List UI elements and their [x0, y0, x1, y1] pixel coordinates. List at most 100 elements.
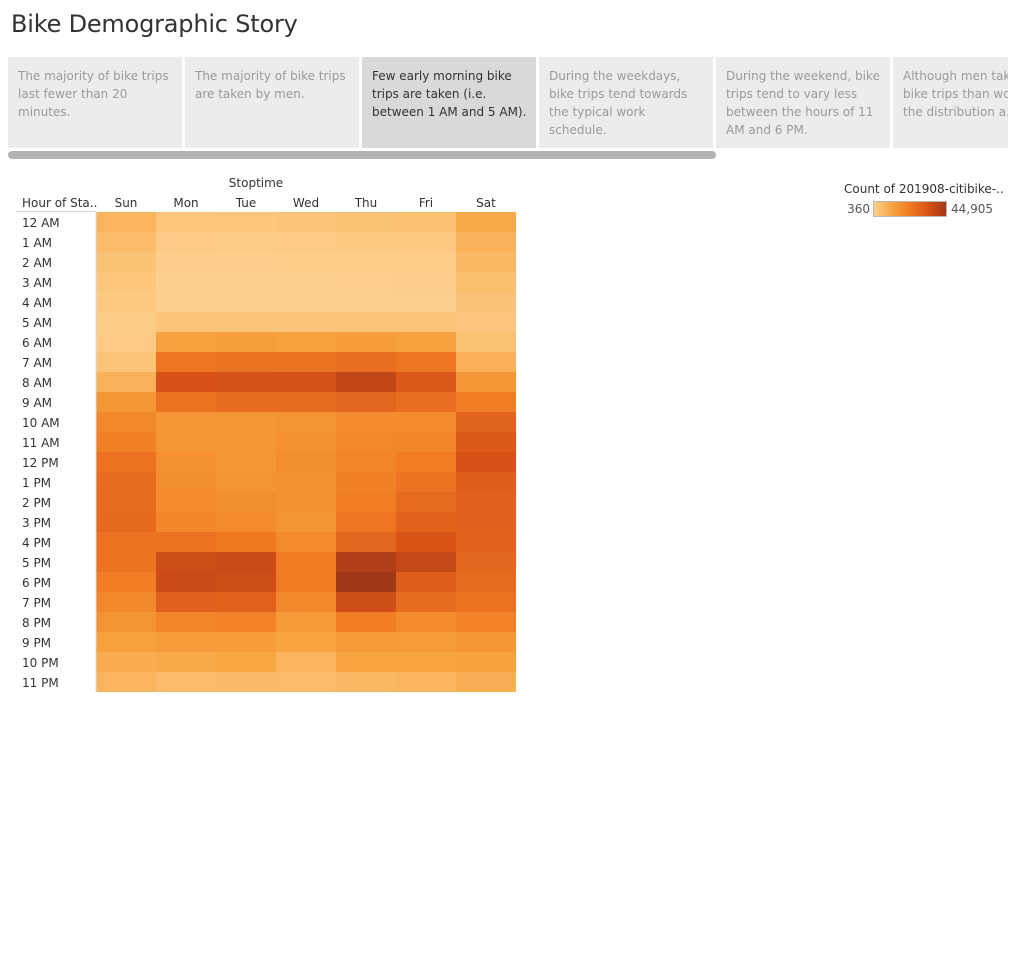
heatmap-cell[interactable] — [336, 312, 396, 332]
story-point-6[interactable]: Although men take more bike trips than w… — [893, 57, 1008, 148]
heatmap-cell[interactable] — [276, 372, 336, 392]
heatmap-cell[interactable] — [156, 212, 216, 232]
heatmap-cell[interactable] — [96, 412, 156, 432]
heatmap-cell[interactable] — [456, 532, 516, 552]
heatmap-cell[interactable] — [96, 532, 156, 552]
heatmap-cell[interactable] — [396, 492, 456, 512]
heatmap-cell[interactable] — [96, 612, 156, 632]
heatmap-cell[interactable] — [336, 592, 396, 612]
heatmap-cell[interactable] — [336, 412, 396, 432]
heatmap-cell[interactable] — [396, 232, 456, 252]
story-point-5[interactable]: During the weekend, bike trips tend to v… — [716, 57, 890, 148]
heatmap-cell[interactable] — [216, 572, 276, 592]
heatmap-cell[interactable] — [396, 552, 456, 572]
heatmap-cell[interactable] — [216, 652, 276, 672]
heatmap-cell[interactable] — [276, 272, 336, 292]
heatmap-cell[interactable] — [456, 412, 516, 432]
heatmap-cell[interactable] — [456, 432, 516, 452]
heatmap-cell[interactable] — [156, 572, 216, 592]
heatmap-cell[interactable] — [96, 232, 156, 252]
story-nav-scrollbar[interactable] — [8, 151, 716, 159]
heatmap-cell[interactable] — [156, 392, 216, 412]
heatmap-cell[interactable] — [456, 572, 516, 592]
heatmap-cell[interactable] — [276, 212, 336, 232]
heatmap-cell[interactable] — [396, 252, 456, 272]
heatmap-cell[interactable] — [216, 212, 276, 232]
heatmap-cell[interactable] — [456, 232, 516, 252]
heatmap-cell[interactable] — [156, 292, 216, 312]
heatmap-cell[interactable] — [96, 272, 156, 292]
heatmap-cell[interactable] — [156, 472, 216, 492]
heatmap-cell[interactable] — [336, 252, 396, 272]
heatmap-cell[interactable] — [456, 372, 516, 392]
heatmap-cell[interactable] — [276, 572, 336, 592]
heatmap-cell[interactable] — [336, 212, 396, 232]
heatmap-cell[interactable] — [336, 332, 396, 352]
heatmap-cell[interactable] — [276, 592, 336, 612]
heatmap-cell[interactable] — [96, 492, 156, 512]
heatmap-cell[interactable] — [456, 392, 516, 412]
heatmap-cell[interactable] — [216, 512, 276, 532]
heatmap-cell[interactable] — [276, 412, 336, 432]
heatmap-cell[interactable] — [276, 432, 336, 452]
heatmap-cell[interactable] — [396, 332, 456, 352]
heatmap-cell[interactable] — [96, 212, 156, 232]
heatmap-cell[interactable] — [156, 552, 216, 572]
heatmap-cell[interactable] — [216, 412, 276, 432]
heatmap-cell[interactable] — [276, 392, 336, 412]
heatmap-cell[interactable] — [456, 272, 516, 292]
heatmap-cell[interactable] — [396, 372, 456, 392]
heatmap-cell[interactable] — [156, 632, 216, 652]
heatmap-cell[interactable] — [336, 232, 396, 252]
heatmap-cell[interactable] — [96, 672, 156, 692]
heatmap-cell[interactable] — [276, 232, 336, 252]
heatmap-cell[interactable] — [456, 672, 516, 692]
heatmap-cell[interactable] — [396, 652, 456, 672]
heatmap-cell[interactable] — [276, 492, 336, 512]
heatmap-cell[interactable] — [156, 492, 216, 512]
heatmap-cell[interactable] — [96, 592, 156, 612]
heatmap-cell[interactable] — [216, 532, 276, 552]
heatmap-cell[interactable] — [96, 452, 156, 472]
heatmap-cell[interactable] — [216, 312, 276, 332]
heatmap-cell[interactable] — [456, 492, 516, 512]
heatmap-cell[interactable] — [456, 632, 516, 652]
heatmap-cell[interactable] — [216, 492, 276, 512]
heatmap-cell[interactable] — [216, 472, 276, 492]
heatmap-cell[interactable] — [276, 632, 336, 652]
heatmap-cell[interactable] — [96, 572, 156, 592]
heatmap-cell[interactable] — [216, 672, 276, 692]
heatmap-cell[interactable] — [96, 372, 156, 392]
heatmap-cell[interactable] — [456, 452, 516, 472]
heatmap-cell[interactable] — [96, 552, 156, 572]
heatmap-cell[interactable] — [396, 272, 456, 292]
heatmap-cell[interactable] — [156, 352, 216, 372]
heatmap-cell[interactable] — [276, 512, 336, 532]
heatmap-cell[interactable] — [156, 312, 216, 332]
heatmap-cell[interactable] — [396, 572, 456, 592]
heatmap-cell[interactable] — [96, 352, 156, 372]
heatmap-cell[interactable] — [216, 252, 276, 272]
heatmap-cell[interactable] — [276, 332, 336, 352]
heatmap-cell[interactable] — [96, 632, 156, 652]
heatmap-cell[interactable] — [96, 432, 156, 452]
heatmap-cell[interactable] — [276, 472, 336, 492]
heatmap-cell[interactable] — [396, 612, 456, 632]
heatmap-cell[interactable] — [156, 452, 216, 472]
heatmap-cell[interactable] — [216, 612, 276, 632]
heatmap-cell[interactable] — [156, 512, 216, 532]
heatmap-cell[interactable] — [276, 352, 336, 372]
heatmap-cell[interactable] — [276, 672, 336, 692]
heatmap-cell[interactable] — [336, 552, 396, 572]
heatmap-cell[interactable] — [156, 652, 216, 672]
heatmap-cell[interactable] — [456, 552, 516, 572]
heatmap-cell[interactable] — [156, 232, 216, 252]
heatmap-cell[interactable] — [396, 632, 456, 652]
heatmap-cell[interactable] — [336, 672, 396, 692]
heatmap-cell[interactable] — [276, 652, 336, 672]
heatmap-cell[interactable] — [216, 292, 276, 312]
story-point-3[interactable]: Few early morning bike trips are taken (… — [362, 57, 536, 148]
heatmap-cell[interactable] — [396, 392, 456, 412]
heatmap-cell[interactable] — [96, 652, 156, 672]
heatmap-cell[interactable] — [276, 252, 336, 272]
